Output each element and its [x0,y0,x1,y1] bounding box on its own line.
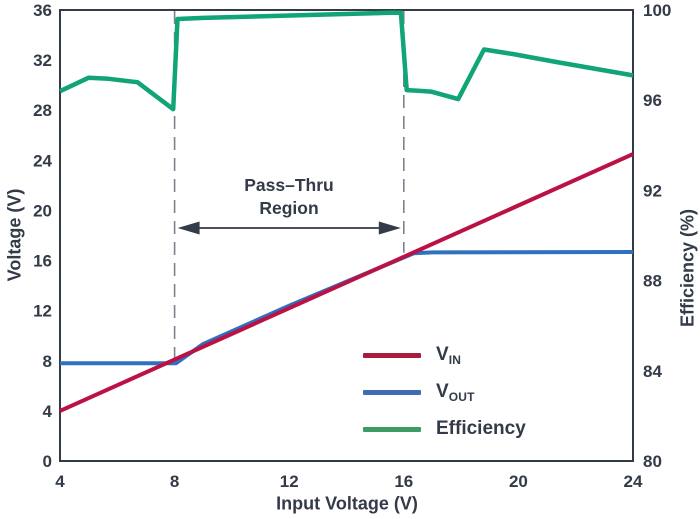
legend-item-vin: VIN [363,337,553,374]
x-tick-label: 16 [394,472,413,491]
efficiency-line [59,10,634,112]
x-tick-label: 4 [55,472,65,491]
pass-thru-label-line1: Pass–Thru [244,175,334,195]
pass-thru-label-line2: Region [259,198,319,218]
legend-item-vout: VOUT [363,374,553,411]
y-right-tick-label: 80 [643,452,662,471]
arrow-right-head [378,221,401,235]
x-tick-label: 8 [170,472,179,491]
y-left-tick-label: 36 [33,1,52,20]
x-tick-label: 24 [624,472,643,491]
legend-item-efficiency: Efficiency [363,411,553,448]
vout-legend-label: VOUT [436,381,475,404]
y-left-tick-label: 20 [33,201,52,220]
vin-line [59,152,634,413]
x-tick-label: 20 [509,472,528,491]
y-left-tick-label: 8 [43,352,52,371]
y-right-tick-label: 92 [643,181,662,200]
y-left-tick-label: 12 [33,302,52,321]
y-left-tick-label: 0 [43,452,52,471]
y-right-tick-label: 96 [643,91,662,110]
efficiency-legend-label: Efficiency [436,418,526,439]
vin-legend-label: VIN [436,344,462,367]
y-right-tick-label: 84 [643,362,662,381]
y-left-tick-label: 16 [33,252,52,271]
right-axis-title: Efficiency (%) [677,208,698,328]
efficiency-legend-swatch [363,427,421,432]
x-tick-label: 12 [280,472,299,491]
y-left-tick-label: 4 [43,402,53,421]
y-left-tick-label: 32 [33,51,52,70]
vin-legend-swatch [363,353,421,358]
y-right-tick-label: 88 [643,272,662,291]
left-axis-title: Voltage (V) [4,188,25,282]
y-left-tick-label: 28 [33,101,52,120]
y-right-tick-label: 100 [643,1,671,20]
pass-thru-region-label: Pass–Thru Region [199,174,379,220]
y-left-tick-label: 24 [33,151,52,170]
x-axis-title: Input Voltage (V) [276,493,418,514]
arrow-left-head [177,221,200,235]
legend: VIN VOUT Efficiency [363,337,553,448]
plot-frame [59,9,634,462]
vout-legend-swatch [363,390,421,395]
